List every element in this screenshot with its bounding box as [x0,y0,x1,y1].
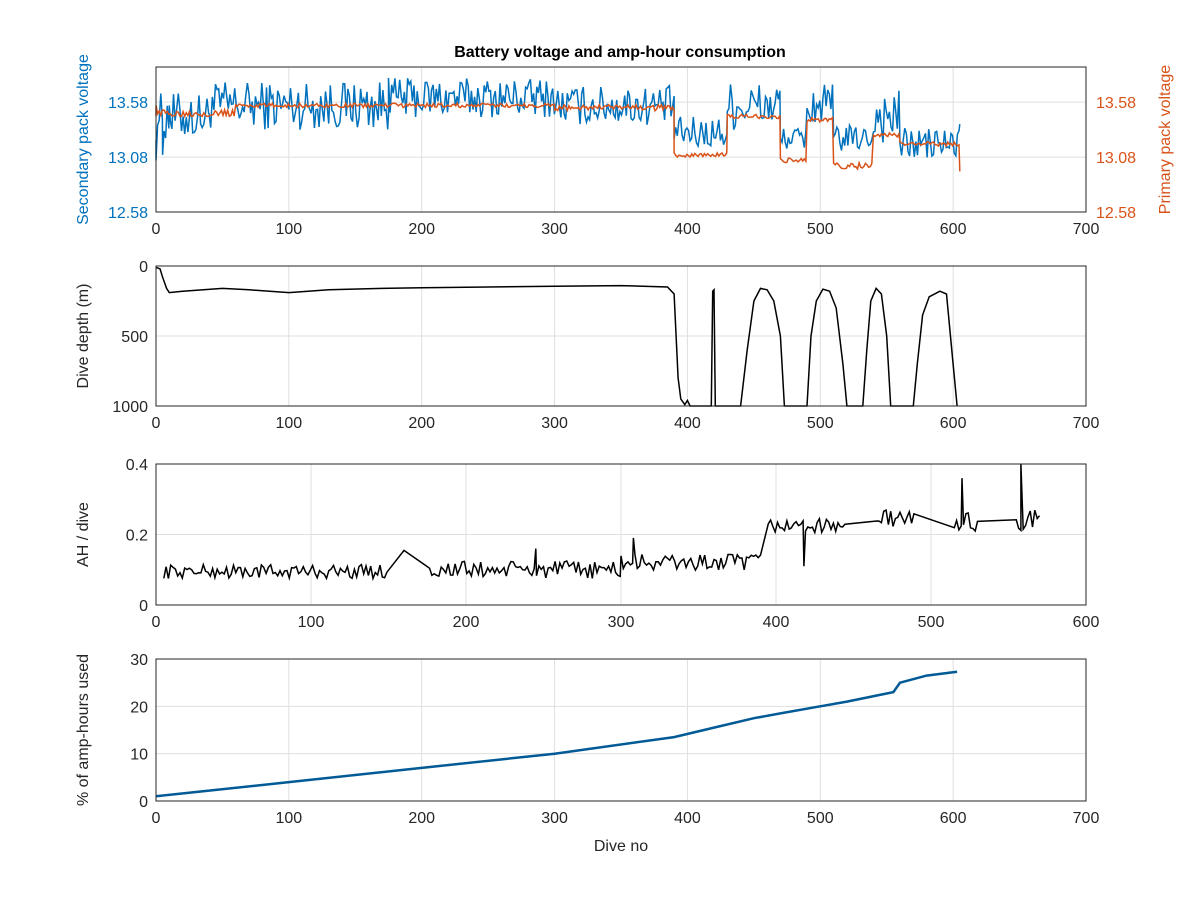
y-tick-label: 1000 [112,399,148,416]
x-tick-label: 0 [152,221,161,238]
x-tick-label: 700 [1073,810,1100,827]
x-tick-label: 300 [608,614,635,631]
x-tick-label: 500 [807,810,834,827]
series-line-0-0 [155,77,961,161]
series-line-0-1 [155,101,961,172]
x-tick-label: 600 [940,810,967,827]
y-right-tick-label: 13.58 [1096,95,1136,112]
y-right-tick-label: 12.58 [1096,205,1136,222]
x-tick-label: 400 [763,614,790,631]
x-tick-label: 100 [276,221,303,238]
x-tick-label: 400 [674,810,701,827]
x-tick-label: 100 [298,614,325,631]
x-tick-label: 200 [453,614,480,631]
x-tick-label: 100 [276,415,303,432]
x-tick-label: 600 [1073,614,1100,631]
axes-frame [155,658,1087,802]
x-tick-label: 500 [918,614,945,631]
y-tick-label: 0 [139,794,148,811]
y-tick-label: 13.58 [108,95,148,112]
y-tick-label: 20 [130,699,148,716]
x-tick-label: 700 [1073,415,1100,432]
x-axis-label: Dive no [594,838,648,855]
y-tick-label: 0.2 [126,528,148,545]
y-tick-label: 12.58 [108,205,148,222]
series-line-1-0 [155,266,958,407]
x-tick-label: 300 [541,221,568,238]
x-tick-label: 600 [940,415,967,432]
x-tick-label: 200 [408,810,435,827]
axes-frame [155,265,1087,407]
y-tick-label: 0 [139,598,148,615]
x-tick-label: 400 [674,415,701,432]
x-tick-label: 300 [541,810,568,827]
x-tick-label: 0 [152,614,161,631]
y-tick-label: 13.08 [108,150,148,167]
y-axis-label: Secondary pack voltage [75,54,92,225]
y-tick-label: 30 [130,652,148,669]
y-tick-label: 500 [121,329,148,346]
x-tick-label: 700 [1073,221,1100,238]
y-axis-label: AH / dive [75,502,92,567]
x-tick-label: 400 [674,221,701,238]
y-axis-label: % of amp-hours used [75,654,92,806]
x-tick-label: 0 [152,810,161,827]
x-tick-label: 500 [807,221,834,238]
y-right-tick-label: 13.08 [1096,150,1136,167]
axes-frame [155,66,1087,213]
y-axis-label: Dive depth (m) [75,284,92,389]
y-right-axis-label: Primary pack voltage [1157,65,1174,214]
x-tick-label: 500 [807,415,834,432]
x-tick-label: 200 [408,221,435,238]
series-line-2-0 [163,463,1041,582]
series-line-3-0 [155,670,958,798]
x-tick-label: 300 [541,415,568,432]
x-tick-label: 600 [940,221,967,238]
x-tick-label: 100 [276,810,303,827]
figure-title: Battery voltage and amp-hour consumption [454,44,786,61]
y-tick-label: 0.4 [126,457,148,474]
axes-frame [155,463,1087,606]
x-tick-label: 0 [152,415,161,432]
y-tick-label: 10 [130,747,148,764]
x-tick-label: 200 [408,415,435,432]
y-tick-label: 0 [139,259,148,276]
